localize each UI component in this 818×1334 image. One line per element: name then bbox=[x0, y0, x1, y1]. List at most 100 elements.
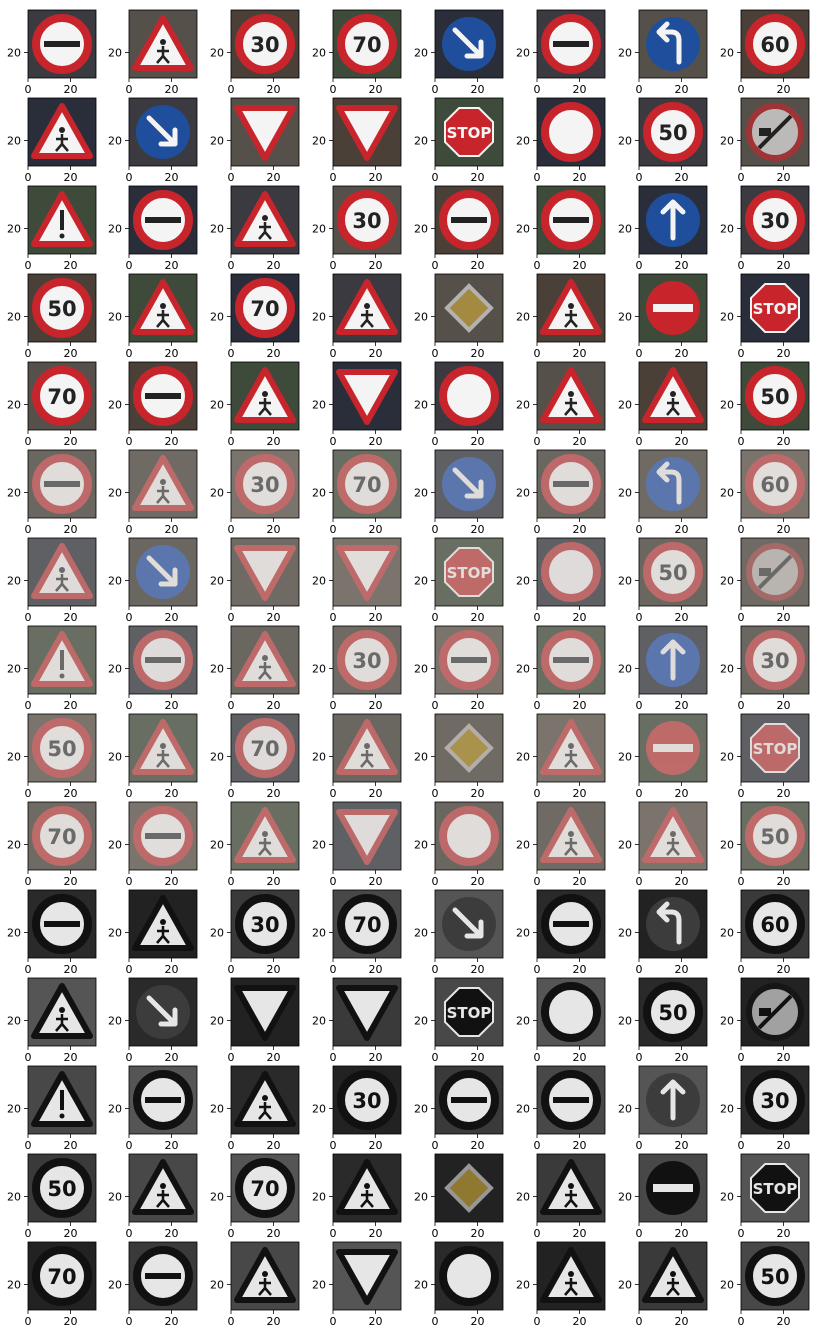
x-tick-label: 20 bbox=[675, 83, 689, 96]
traffic-sign-limit50: 50 bbox=[32, 278, 92, 338]
priority-diamond bbox=[444, 1163, 494, 1213]
sign-ring bbox=[439, 806, 499, 866]
figure-head bbox=[160, 39, 166, 45]
x-tick-label: 0 bbox=[636, 611, 643, 624]
sign-image: 20 0 20 bbox=[516, 97, 606, 184]
sign-number: 50 bbox=[658, 121, 687, 145]
x-tick-label: 20 bbox=[471, 435, 485, 448]
image-background bbox=[741, 186, 809, 254]
arrow-glyph bbox=[660, 1079, 686, 1121]
warning-triangle bbox=[336, 1159, 398, 1215]
traffic-sign-limit70: 70 bbox=[235, 1158, 295, 1218]
traffic-sign-stop: STOP bbox=[444, 107, 494, 157]
axes-frame bbox=[740, 537, 810, 607]
sign-ring bbox=[541, 102, 601, 162]
axes-frame bbox=[27, 625, 97, 695]
x-tick-label: 20 bbox=[64, 1051, 78, 1064]
axes-frame bbox=[434, 97, 504, 167]
sign-image: 20 0 20 bbox=[108, 801, 198, 888]
sign-bar bbox=[451, 1097, 487, 1103]
x-tick-label: 20 bbox=[573, 83, 587, 96]
x-tick-label: 20 bbox=[675, 963, 689, 976]
x-tick-label: 20 bbox=[369, 1139, 383, 1152]
y-tick-label: 20 bbox=[108, 399, 122, 412]
sign-number: 70 bbox=[352, 33, 381, 57]
sign-ring bbox=[745, 630, 805, 690]
sign-bar bbox=[44, 481, 80, 487]
figure-head bbox=[262, 831, 268, 837]
sign-ring bbox=[746, 983, 804, 1041]
image-background bbox=[231, 890, 299, 958]
image-background bbox=[639, 450, 707, 518]
y-tick-label: 20 bbox=[210, 927, 224, 940]
figure-head bbox=[59, 567, 65, 573]
image-background bbox=[231, 362, 299, 430]
sign-ring bbox=[337, 454, 397, 514]
sign-disc bbox=[646, 721, 700, 775]
x-tick-label: 20 bbox=[777, 435, 791, 448]
y-tick-label: 20 bbox=[414, 663, 428, 676]
image-background bbox=[129, 10, 197, 78]
image-background bbox=[639, 978, 707, 1046]
sign-number: 50 bbox=[47, 297, 76, 321]
x-tick-label: 20 bbox=[777, 699, 791, 712]
traffic-sign-limit30: 30 bbox=[235, 14, 295, 74]
image-background bbox=[231, 98, 299, 166]
figure-head bbox=[568, 303, 574, 309]
axes-frame bbox=[740, 97, 810, 167]
image-background bbox=[231, 10, 299, 78]
y-tick-label: 20 bbox=[7, 575, 21, 588]
axes-frame bbox=[332, 1153, 402, 1223]
image-background bbox=[537, 362, 605, 430]
image-background bbox=[28, 802, 96, 870]
traffic-sign-arrowDR bbox=[136, 105, 190, 159]
arrow-glyph bbox=[660, 199, 686, 241]
sign-number: 70 bbox=[47, 1265, 76, 1289]
x-tick-label: 20 bbox=[471, 1315, 485, 1328]
x-tick-label: 0 bbox=[25, 171, 32, 184]
x-tick-label: 0 bbox=[738, 875, 745, 888]
sign-image: 20 0 20 bbox=[516, 9, 606, 96]
traffic-sign-triangle bbox=[234, 807, 296, 863]
x-tick-label: 20 bbox=[675, 347, 689, 360]
axes-frame bbox=[536, 1065, 606, 1135]
axes-frame bbox=[332, 361, 402, 431]
axes-frame bbox=[128, 537, 198, 607]
sign-ring bbox=[133, 1246, 193, 1306]
x-tick-label: 20 bbox=[777, 1227, 791, 1240]
figure-body bbox=[258, 222, 272, 240]
traffic-sign-triangle bbox=[31, 103, 93, 159]
axes-frame bbox=[230, 449, 300, 519]
axes-frame bbox=[230, 361, 300, 431]
sign-image: STOP 20 0 20 bbox=[414, 537, 504, 624]
x-tick-label: 20 bbox=[675, 1227, 689, 1240]
y-tick-label: 20 bbox=[414, 751, 428, 764]
y-tick-label: 20 bbox=[414, 399, 428, 412]
sign-ring bbox=[32, 894, 92, 954]
x-tick-label: 0 bbox=[636, 699, 643, 712]
axes-frame bbox=[332, 1065, 402, 1135]
warning-triangle bbox=[132, 895, 194, 951]
x-tick-label: 20 bbox=[777, 523, 791, 536]
sign-image: 20 0 20 bbox=[7, 185, 97, 272]
y-tick-label: 20 bbox=[618, 575, 632, 588]
yield-triangle bbox=[336, 1249, 398, 1305]
x-tick-label: 20 bbox=[573, 1139, 587, 1152]
x-tick-label: 0 bbox=[636, 347, 643, 360]
sign-image: 20 0 20 bbox=[312, 801, 402, 888]
